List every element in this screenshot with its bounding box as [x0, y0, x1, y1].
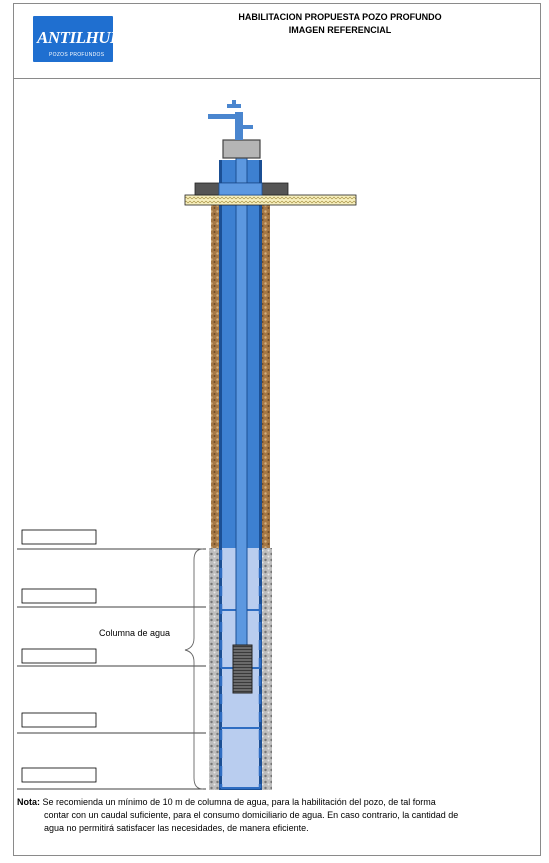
page-subtitle: IMAGEN REFERENCIAL: [288, 25, 392, 35]
depth-box-4: [21, 712, 97, 728]
depth-box-5: [21, 767, 97, 783]
water-column-brace: [184, 548, 204, 790]
depth-box-2: [21, 588, 97, 604]
logo-subtitle: POZOS PROFUNDOS: [49, 52, 105, 58]
note-label: Nota:: [17, 797, 40, 807]
surface-slab: [184, 194, 357, 206]
well-screen: [219, 550, 262, 788]
water-column-label: Columna de agua: [99, 628, 171, 638]
logo-name: ANTILHUE: [37, 28, 113, 47]
submersible-pump: [232, 644, 253, 694]
depth-markers: [21, 529, 97, 783]
depth-lines: [17, 548, 206, 790]
soil-wall-left: [211, 205, 221, 548]
page-frame: [13, 3, 541, 856]
page-title: HABILITACION PROPUESTA POZO PROFUNDO: [238, 12, 442, 22]
gravel-wall-left: [209, 548, 221, 790]
note-block: Nota: Se recomienda un mínimo de 10 m de…: [17, 796, 532, 835]
soil-wall-right: [260, 205, 270, 548]
note-line-3: agua no permitirá satisfacer las necesid…: [44, 823, 309, 833]
faucet-spout: [208, 114, 238, 119]
pump-head: [222, 139, 261, 159]
company-logo: ANTILHUE POZOS PROFUNDOS: [33, 16, 113, 62]
riser-pipe: [235, 154, 248, 646]
gravel-wall-right: [260, 548, 272, 790]
depth-box-1: [21, 529, 97, 545]
depth-box-3: [21, 648, 97, 664]
note-line-2: contar con un caudal suficiente, para el…: [44, 810, 459, 820]
note-line-1: Se recomienda un mínimo de 10 m de colum…: [42, 797, 436, 807]
header-divider: [13, 78, 541, 79]
